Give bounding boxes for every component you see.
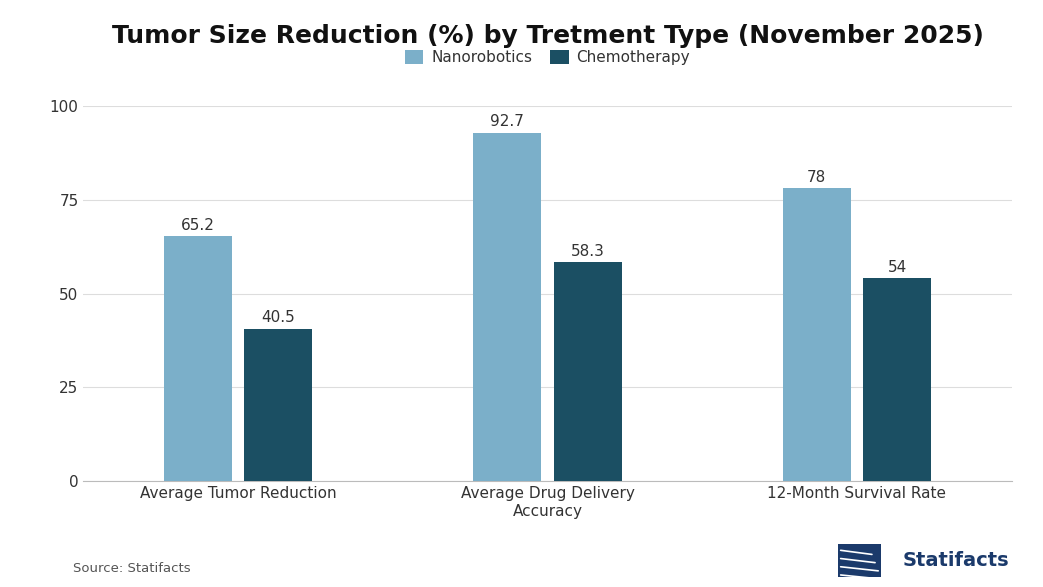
Bar bbox=[864, 278, 931, 481]
Title: Tumor Size Reduction (%) by Tretment Type (November 2025): Tumor Size Reduction (%) by Tretment Typ… bbox=[112, 24, 984, 48]
Text: Statifacts: Statifacts bbox=[902, 551, 1009, 570]
Bar bbox=[474, 133, 541, 481]
FancyBboxPatch shape bbox=[838, 544, 881, 577]
Bar bbox=[244, 329, 313, 481]
Text: Source: Statifacts: Source: Statifacts bbox=[73, 562, 191, 575]
Text: 78: 78 bbox=[807, 170, 826, 184]
Text: 92.7: 92.7 bbox=[490, 114, 525, 129]
Legend: Nanorobotics, Chemotherapy: Nanorobotics, Chemotherapy bbox=[401, 46, 695, 70]
Bar bbox=[782, 188, 851, 481]
Text: 58.3: 58.3 bbox=[571, 244, 605, 258]
Bar bbox=[164, 237, 232, 481]
Text: 65.2: 65.2 bbox=[181, 218, 215, 232]
Text: 40.5: 40.5 bbox=[262, 311, 295, 325]
Text: 54: 54 bbox=[888, 259, 906, 275]
Bar bbox=[554, 262, 622, 481]
